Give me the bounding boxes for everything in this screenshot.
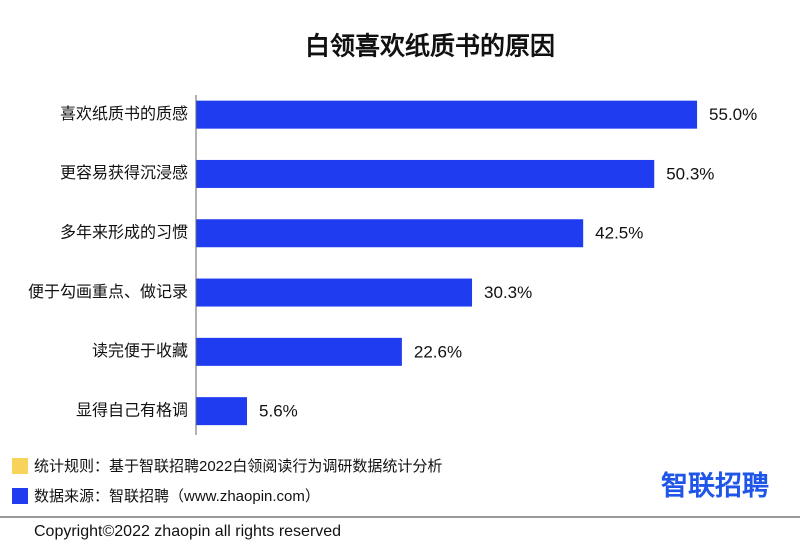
bar [196,337,402,366]
category-label: 更容易获得沉浸感 [60,164,188,182]
bar [196,278,473,307]
note-icon [12,488,28,504]
note-icon [12,458,28,474]
value-label: 42.5% [595,224,643,243]
plot: 喜欢纸质书的质感 55.0% 更容易获得沉浸感 50.3% 多年来形成的习惯 42.5% 便… [28,100,757,426]
value-label: 55.0% [709,105,757,124]
bar [196,397,248,426]
note: 统计规则：基于智联招聘2022白领阅读行为调研数据统计分析 [34,457,442,475]
value-label: 22.6% [414,342,462,361]
bar [196,100,698,129]
value-label: 30.3% [484,283,532,302]
category-label: 显得自己有格调 [76,401,188,419]
value-label: 50.3% [666,164,714,183]
value-label: 5.6% [259,402,298,421]
chart-title: 白领喜欢纸质书的原因 [305,32,555,61]
bar [196,159,655,188]
note: 数据来源：智联招聘（www.zhaopin.com） [34,487,320,505]
category-label: 读完便于收藏 [92,342,188,360]
category-label: 便于勾画重点、做记录 [28,283,188,301]
bar [196,219,584,248]
category-label: 多年来形成的习惯 [60,223,188,241]
logo: 智联招聘 [661,471,769,501]
copyright: Copyright©2022 zhaopin all rights reserv… [34,523,341,540]
category-label: 喜欢纸质书的质感 [60,105,188,123]
